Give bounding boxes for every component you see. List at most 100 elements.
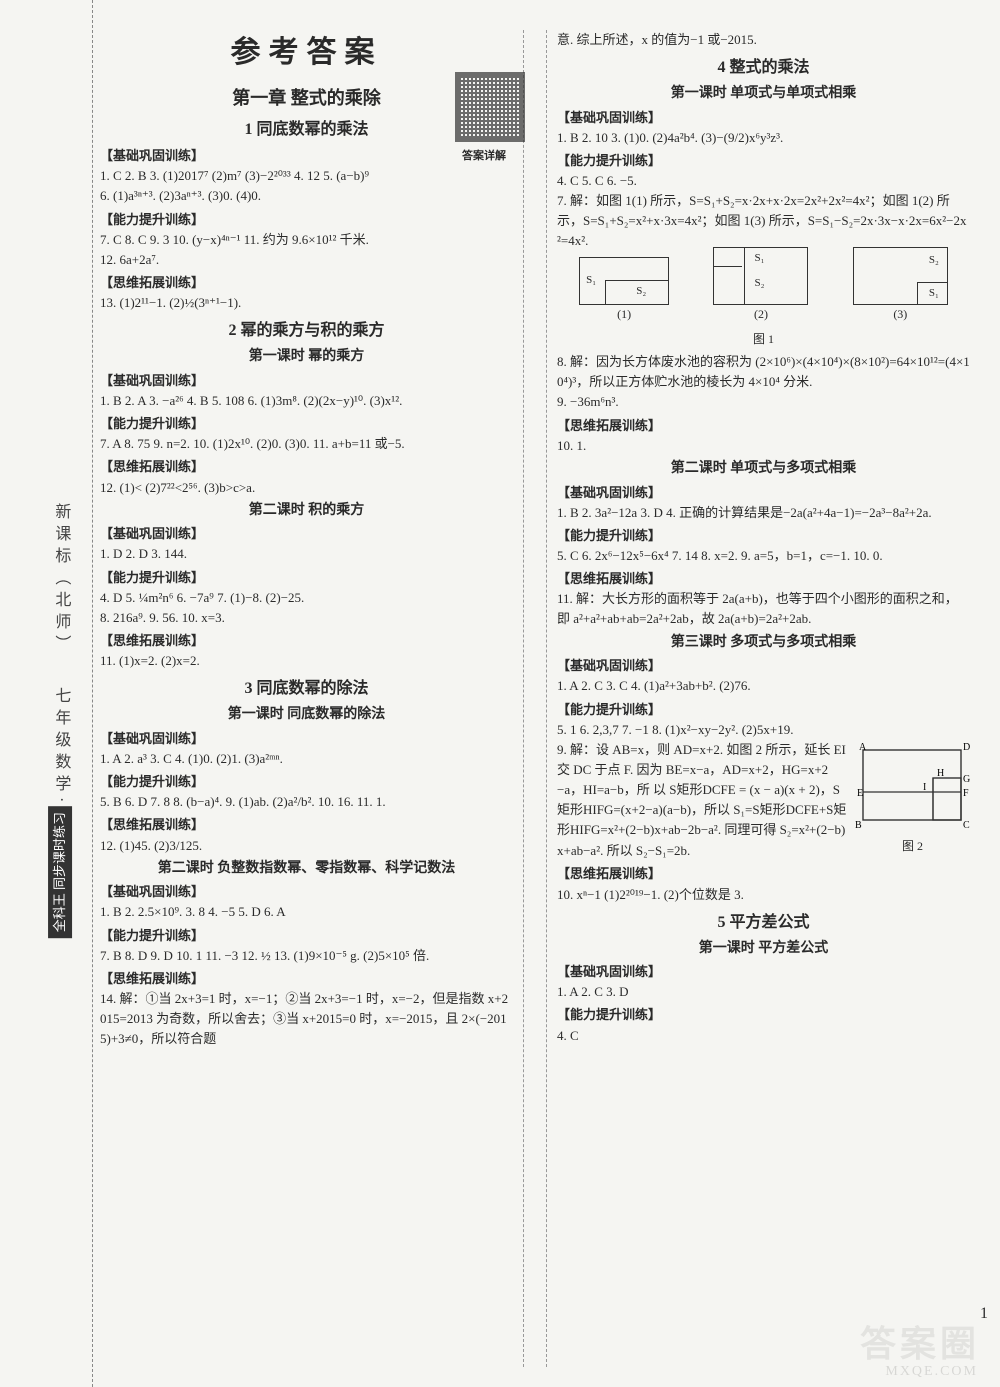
heading: 思维拓展训练	[557, 864, 970, 884]
svg-text:C: C	[963, 820, 970, 831]
answer-line: 1. C 2. B 3. (1)2017⁷ (2)m⁷ (3)−2²⁰³³ 4.…	[100, 166, 513, 186]
svg-text:I: I	[923, 782, 926, 793]
answer-line: 5. C 6. 2x⁶−12x⁵−6x⁴ 7. 14 8. x=2. 9. a=…	[557, 546, 970, 566]
answer-line: 10. 1.	[557, 436, 970, 456]
heading: 能力提升训练	[100, 568, 513, 588]
heading: 能力提升训练	[557, 151, 970, 171]
answer-line: 7. C 8. C 9. 3 10. (y−x)⁴ⁿ⁻¹ 11. 约为 9.6×…	[100, 230, 513, 250]
heading: 能力提升训练	[100, 210, 513, 230]
lesson-title: 第二课时 负整数指数幂、零指数幂、科学记数法	[100, 858, 513, 880]
answer-line: 12. (1)< (2)7²²<2⁵⁶. (3)b>c>a.	[100, 478, 513, 498]
left-column: 参考答案 第一章 整式的乘除 1 同底数幂的乘法 基础巩固训练 1. C 2. …	[100, 30, 524, 1367]
answer-line: 1. B 2. 10 3. (1)0. (2)4a²b⁴. (3)−(9/2)x…	[557, 128, 970, 148]
heading: 思维拓展训练	[100, 631, 513, 651]
fig-label: S₂	[754, 275, 764, 292]
section-5-title: 5 平方差公式	[557, 911, 970, 936]
answer-line: 14. 解：①当 2x+3=1 时，x=−1；②当 2x+3=−1 时，x=−2…	[100, 989, 513, 1049]
fig-label: S₂	[636, 283, 646, 300]
heading: 基础巩固训练	[557, 483, 970, 503]
heading: 基础巩固训练	[100, 882, 513, 902]
section-2-title: 2 幂的乘方与积的乘方	[100, 319, 513, 344]
lesson-title: 第一课时 平方差公式	[557, 938, 970, 960]
qr-label: 答案详解	[462, 148, 506, 165]
fig-sub: (3)	[853, 305, 948, 324]
answer-line: 9. −36m⁶n³.	[557, 392, 970, 412]
heading: 能力提升训练	[557, 526, 970, 546]
answer-line: 4. C	[557, 1026, 970, 1046]
answer-line: 6. (1)a³ⁿ⁺³. (2)3aⁿ⁺³. (3)0. (4)0.	[100, 186, 513, 206]
lesson-title: 第一课时 幂的乘方	[100, 346, 513, 368]
answer-line: 1. A 2. C 3. C 4. (1)a²+3ab+b². (2)76.	[557, 676, 970, 696]
lesson-title: 第一课时 单项式与单项式相乘	[557, 83, 970, 105]
svg-text:B: B	[855, 820, 862, 831]
answer-line: 11. 解：大长方形的面积等于 2a(a+b)，也等于四个小图形的面积之和，即 …	[557, 589, 970, 629]
fig-sub: (2)	[713, 305, 808, 324]
heading: 能力提升训练	[557, 1005, 970, 1025]
heading: 思维拓展训练	[557, 416, 970, 436]
heading: 能力提升训练	[557, 700, 970, 720]
heading: 基础巩固训练	[557, 962, 970, 982]
answer-line: 1. D 2. D 3. 144.	[100, 544, 513, 564]
spine-label: 新课标（北师） 七年级数学·下 全科王 同步课时练习	[28, 0, 93, 1387]
heading: 基础巩固训练	[100, 146, 513, 166]
lesson-title: 第一课时 同底数幂的除法	[100, 704, 513, 726]
answer-line: 10. xⁿ−1 (1)2²⁰¹⁹−1. (2)个位数是 3.	[557, 885, 970, 905]
answer-line: 8. 216a⁹. 9. 56. 10. x=3.	[100, 608, 513, 628]
lesson-title: 第三课时 多项式与多项式相乘	[557, 632, 970, 654]
answer-line: 5. 1 6. 2,3,7 7. −1 8. (1)x²−xy−2y². (2)…	[557, 720, 970, 740]
svg-text:A: A	[859, 742, 867, 753]
lesson-title: 第二课时 单项式与多项式相乘	[557, 458, 970, 480]
figure-2-caption: 图 2	[855, 837, 970, 856]
section-4-title: 4 整式的乘法	[557, 56, 970, 81]
figure-1: S₁ S₂ (1) S₁ S₂ (2) S₂ S₁	[557, 258, 970, 328]
heading: 思维拓展训练	[100, 969, 513, 989]
answer-line: 1. A 2. a³ 3. C 4. (1)0. (2)1. (3)a²ᵐⁿ.	[100, 749, 513, 769]
answer-line: 8. 解：因为长方体废水池的容积为 (2×10⁶)×(4×10⁴)×(8×10²…	[557, 352, 970, 392]
answer-line: 7. 解：如图 1(1) 所示，S=S₁+S₂=x·2x+x·2x=2x²+2x…	[557, 191, 970, 251]
answer-line: 11. (1)x=2. (2)x=2.	[100, 651, 513, 671]
answer-line: 1. B 2. A 3. −a²⁶ 4. B 5. 108 6. (1)3m⁸.…	[100, 391, 513, 411]
heading: 基础巩固训练	[100, 524, 513, 544]
spine-brand: 全科王 同步课时练习	[48, 806, 72, 938]
heading: 思维拓展训练	[100, 273, 513, 293]
fig-label: S₂	[929, 252, 939, 269]
answer-line: 4. C 5. C 6. −5.	[557, 171, 970, 191]
heading: 基础巩固训练	[557, 656, 970, 676]
right-column: 意. 综上所述，x 的值为−1 或−2015. 4 整式的乘法 第一课时 单项式…	[546, 30, 970, 1367]
fig-label: S₁	[754, 250, 764, 267]
svg-text:D: D	[963, 742, 970, 753]
answer-line: 1. B 2. 2.5×10⁹. 3. 8 4. −5 5. D 6. A	[100, 902, 513, 922]
section-1-title: 1 同底数幂的乘法	[100, 118, 513, 143]
heading: 思维拓展训练	[557, 569, 970, 589]
heading: 思维拓展训练	[100, 457, 513, 477]
chapter-title: 第一章 整式的乘除	[100, 85, 513, 113]
answer-line: 12. (1)45. (2)3/125.	[100, 836, 513, 856]
answer-line: 13. (1)2¹¹−1. (2)½(3ⁿ⁺¹−1).	[100, 293, 513, 313]
svg-text:F: F	[963, 788, 969, 799]
qr-code	[455, 72, 525, 142]
spine-text-a: 新课标（北师）	[48, 503, 73, 657]
heading: 能力提升训练	[100, 414, 513, 434]
svg-text:E: E	[857, 788, 863, 799]
fig-sub: (1)	[579, 305, 669, 324]
fig-label: S₁	[929, 285, 939, 302]
page-number: 1	[980, 1302, 988, 1327]
watermark-sub: MXQE.COM	[885, 1361, 978, 1383]
figure-1-caption: 图 1	[557, 330, 970, 349]
answer-line: 1. B 2. 3a²−12a 3. D 4. 正确的计算结果是−2a(a²+4…	[557, 503, 970, 523]
answer-line: 12. 6a+2a⁷.	[100, 250, 513, 270]
fig-label: S₁	[586, 272, 596, 289]
figure-2: A D E B C F G H I 图 2	[855, 742, 970, 860]
answer-line: 5. B 6. D 7. 8 8. (b−a)⁴. 9. (1)ab. (2)a…	[100, 792, 513, 812]
svg-text:G: G	[963, 774, 970, 785]
answer-line: 7. A 8. 75 9. n=2. 10. (1)2x¹⁰. (2)0. (3…	[100, 434, 513, 454]
answer-line: 4. D 5. ¼m²n⁶ 6. −7a⁹ 7. (1)−8. (2)−25.	[100, 588, 513, 608]
answer-line: 1. A 2. C 3. D	[557, 982, 970, 1002]
svg-text:H: H	[937, 768, 944, 779]
answer-line: 7. B 8. D 9. D 10. 1 11. −3 12. ½ 13. (1…	[100, 946, 513, 966]
heading: 基础巩固训练	[100, 371, 513, 391]
lesson-title: 第二课时 积的乘方	[100, 500, 513, 522]
heading: 基础巩固训练	[100, 729, 513, 749]
heading: 基础巩固训练	[557, 108, 970, 128]
main-title: 参考答案	[100, 30, 513, 77]
